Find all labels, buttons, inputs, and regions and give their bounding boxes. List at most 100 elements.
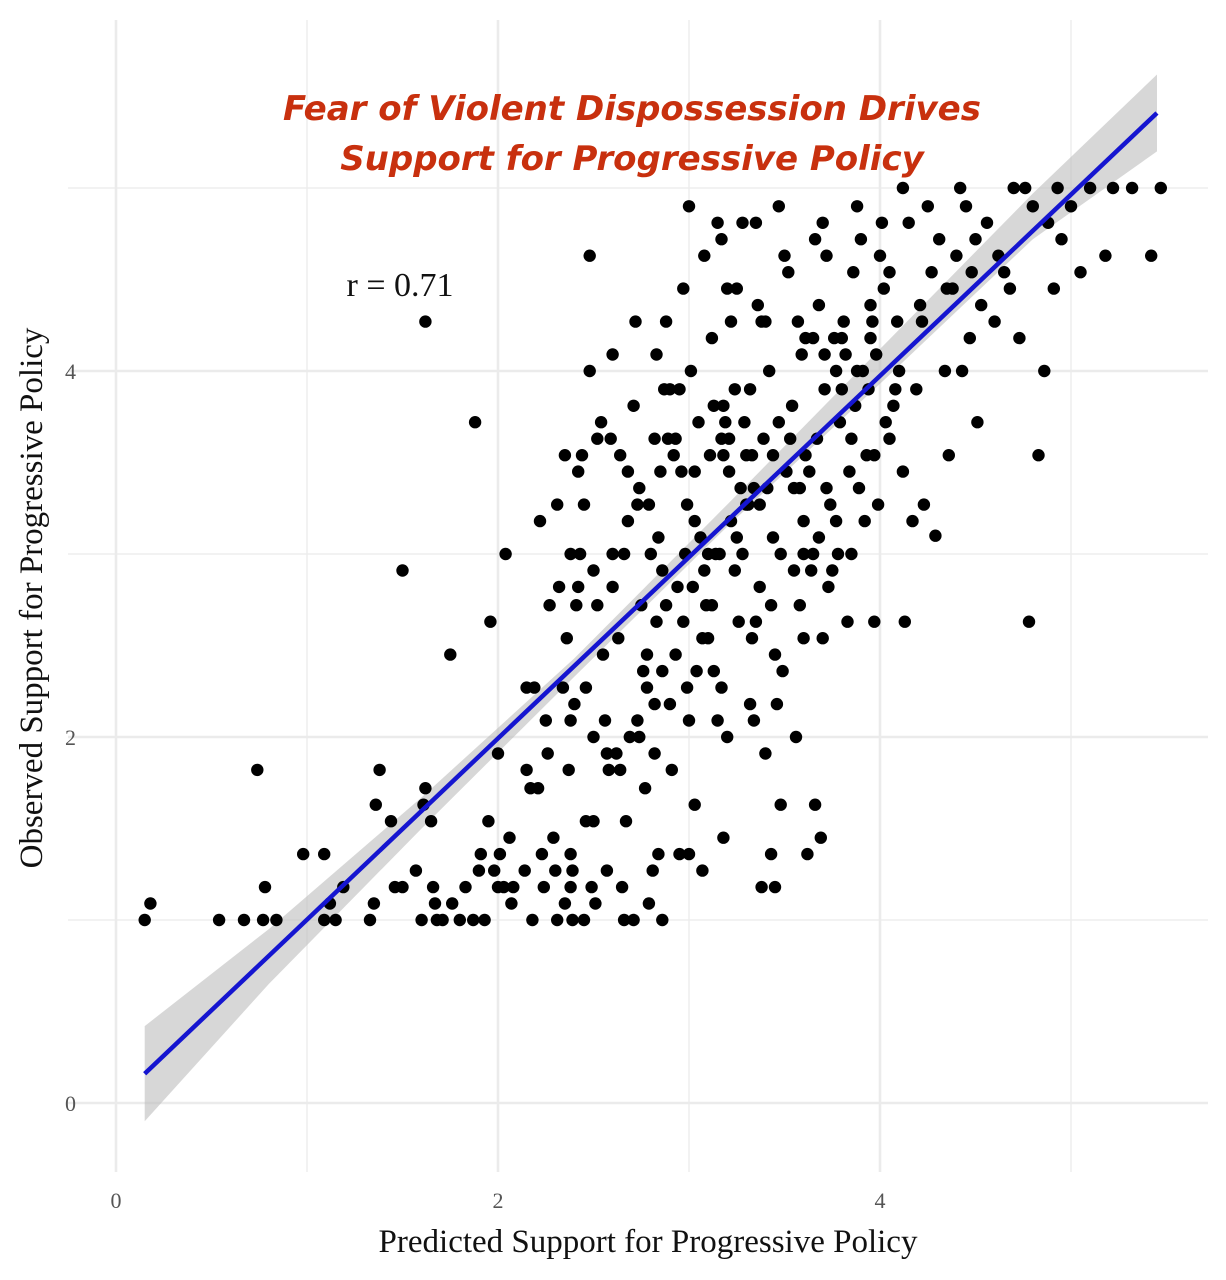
data-point — [650, 615, 663, 628]
data-point — [772, 416, 785, 429]
data-point — [808, 233, 822, 246]
data-point — [615, 880, 629, 894]
data-point — [587, 730, 600, 744]
data-point — [526, 913, 539, 927]
data-point — [543, 599, 556, 612]
data-point — [728, 564, 741, 577]
data-point — [144, 897, 157, 910]
data-point — [772, 200, 785, 213]
data-point — [971, 416, 984, 429]
data-point — [866, 315, 879, 328]
data-point — [955, 364, 969, 378]
data-point — [617, 547, 631, 561]
data-point — [717, 449, 730, 462]
data-point — [816, 632, 829, 645]
data-point — [824, 498, 837, 511]
data-point — [663, 697, 677, 711]
data-point — [749, 216, 763, 229]
data-point — [539, 714, 552, 727]
data-point — [654, 465, 667, 478]
data-point — [852, 481, 866, 495]
data-point — [705, 599, 719, 612]
data-point — [751, 298, 764, 312]
data-point — [721, 730, 734, 744]
data-point — [745, 449, 759, 462]
data-point — [680, 681, 694, 694]
data-point — [682, 847, 696, 861]
data-point — [782, 266, 795, 279]
data-point — [583, 249, 596, 262]
data-point — [675, 465, 688, 478]
data-point — [713, 547, 726, 561]
data-point — [883, 432, 896, 445]
data-point — [913, 298, 927, 312]
data-point — [917, 498, 931, 511]
data-point — [251, 763, 264, 777]
data-point — [896, 465, 910, 478]
data-point — [847, 266, 860, 279]
data-point — [696, 632, 709, 645]
data-point — [942, 449, 955, 462]
data-point — [482, 815, 495, 828]
data-point — [644, 547, 657, 561]
data-point — [698, 564, 711, 577]
data-point — [373, 763, 386, 777]
data-point — [806, 547, 820, 561]
data-point — [665, 763, 678, 777]
y-tick-label: 2 — [65, 725, 76, 750]
data-point — [871, 498, 885, 511]
data-point — [426, 880, 440, 894]
data-point — [572, 465, 585, 478]
data-point — [589, 897, 602, 910]
data-point — [637, 664, 650, 678]
data-point — [1038, 364, 1051, 378]
data-point — [988, 315, 1001, 328]
data-point — [730, 282, 743, 295]
data-point — [736, 547, 749, 561]
data-point — [684, 364, 698, 378]
data-point — [776, 664, 789, 678]
data-point — [873, 249, 887, 262]
data-point — [631, 498, 644, 511]
data-point — [642, 897, 656, 910]
data-point — [648, 697, 661, 711]
data-point — [541, 747, 554, 760]
data-point — [933, 233, 946, 246]
data-point — [722, 465, 736, 478]
confidence-band — [144, 74, 1157, 1122]
data-point — [363, 913, 377, 927]
data-point — [910, 383, 923, 396]
data-point — [864, 331, 877, 345]
data-point — [887, 399, 900, 412]
data-point — [138, 913, 151, 927]
data-point — [629, 315, 642, 328]
data-point — [764, 599, 778, 612]
data-point — [829, 364, 843, 378]
data-point — [877, 282, 890, 295]
data-point — [1145, 249, 1158, 262]
data-point — [617, 913, 631, 927]
data-point — [682, 714, 696, 727]
data-point — [467, 913, 480, 927]
data-point — [906, 514, 919, 528]
data-point — [535, 847, 549, 861]
data-point — [329, 913, 342, 927]
data-point — [518, 864, 531, 877]
data-point — [610, 747, 623, 760]
data-point — [499, 547, 512, 561]
data-point — [551, 913, 564, 927]
data-point — [686, 580, 699, 594]
data-point — [1013, 331, 1026, 345]
data-point — [488, 864, 501, 877]
data-point — [845, 432, 858, 445]
data-point — [715, 233, 728, 246]
data-point — [707, 399, 720, 412]
data-point — [656, 564, 669, 577]
data-point — [816, 216, 829, 229]
data-point — [835, 331, 848, 345]
data-point — [841, 615, 854, 628]
data-point — [747, 714, 761, 727]
data-point — [552, 580, 566, 594]
data-point — [954, 181, 967, 195]
